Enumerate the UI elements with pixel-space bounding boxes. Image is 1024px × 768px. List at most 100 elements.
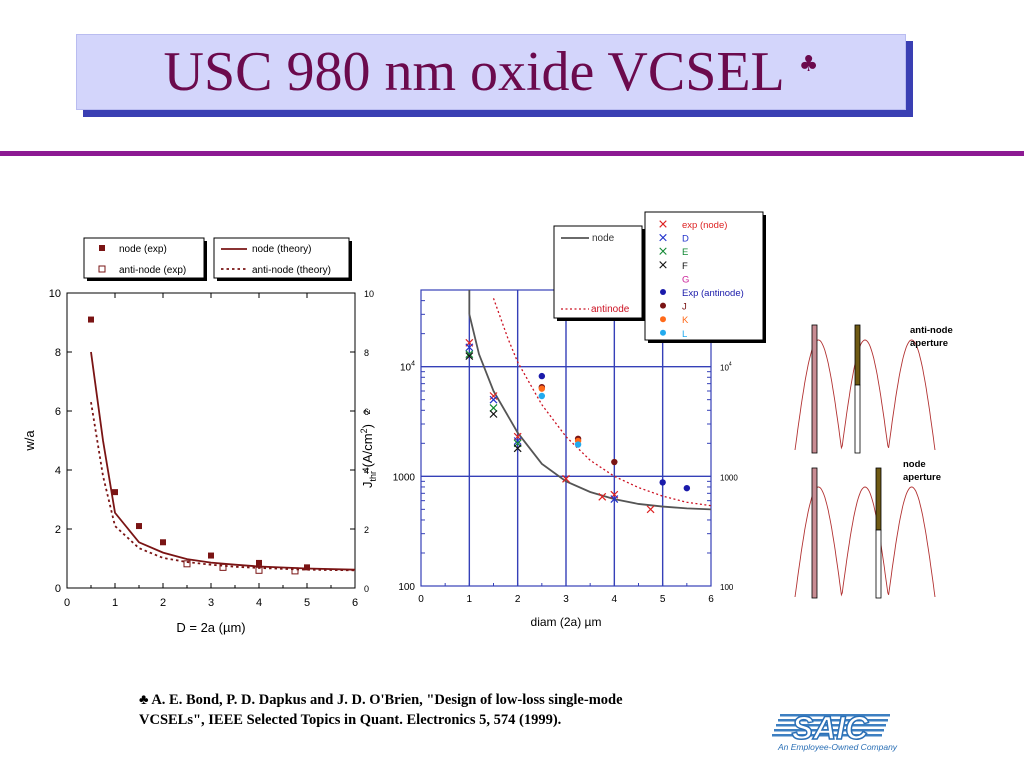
- x-tick-label: 1: [112, 597, 118, 609]
- footnote-mark: ♣: [798, 51, 819, 77]
- chart-wa-vs-diameter: 0 1 2 3 4 5 60 02 24 46 68 810 10D = 2a (µm)w/anode …: [22, 237, 374, 635]
- x-tick-label: 3: [208, 597, 214, 609]
- side-label: 4: [361, 467, 371, 472]
- legend-marker-antinode-exp: [98, 265, 106, 273]
- series-line-node-theory: [90, 351, 356, 571]
- data-point-exp-antinode: [538, 372, 546, 380]
- label-node-aperture: aperture: [903, 472, 941, 483]
- y-tick-label: 100: [398, 582, 415, 593]
- legend-label: anti-node (exp): [119, 265, 186, 276]
- x-tick-label: 5: [660, 594, 666, 605]
- data-point-exp-node: [489, 392, 498, 400]
- legend-label-j: J: [682, 302, 687, 313]
- legend-marker: [660, 289, 666, 295]
- data-point-e: [489, 404, 498, 412]
- label-antinode: anti-node: [910, 325, 953, 336]
- y-tick-label-right: 100: [720, 583, 734, 592]
- x-tick-label: 4: [256, 597, 262, 609]
- title-box: USC 980 nm oxide VCSEL ♣: [76, 34, 906, 110]
- legend-label-exp-node: exp (node): [682, 220, 727, 231]
- oxide-aperture-bottom: [875, 467, 882, 531]
- legend-label: node (exp): [119, 244, 167, 255]
- plot-frame: [66, 292, 356, 589]
- y-tick-label-right: 104: [720, 362, 732, 373]
- series-line-antinode: [492, 298, 712, 507]
- label-antinode-aperture: aperture: [910, 338, 948, 349]
- y-tick-label: 8: [55, 347, 61, 359]
- saic-logo-tagline: An Employee-Owned Company: [777, 742, 898, 752]
- y-tick-label: 4: [55, 465, 61, 477]
- data-point-anti-node-exp: [183, 560, 191, 568]
- title-divider: [0, 151, 1024, 156]
- x-tick-label: 1: [467, 594, 473, 605]
- data-point-f: [489, 410, 498, 418]
- data-point-node-exp: [136, 523, 142, 530]
- data-point-node-exp: [304, 564, 310, 571]
- data-point-exp-antinode: [683, 484, 691, 492]
- data-point-l: [574, 441, 582, 448]
- legend-label-g: G: [682, 274, 689, 285]
- legend-label: node (theory): [252, 244, 311, 255]
- legend-marker: [659, 233, 667, 242]
- x-tick-label: 0: [64, 597, 70, 609]
- y-axis-label: Jthr (A/cm2): [359, 424, 378, 488]
- legend-marker: [660, 302, 666, 309]
- data-point-l: [538, 392, 546, 400]
- legend-label-l: L: [682, 329, 687, 340]
- x-tick-label: 0: [418, 594, 424, 605]
- legend-label-f: F: [682, 261, 688, 272]
- aperture-opening-top: [854, 384, 861, 454]
- y-tick-label: 0: [55, 583, 61, 595]
- citation: ♣ A. E. Bond, P. D. Dapkus and J. D. O'B…: [139, 690, 759, 730]
- standing-wave-bottom: [794, 486, 936, 598]
- citation-line-2: VCSELs", IEEE Selected Topics in Quant. …: [139, 712, 562, 728]
- y-tick-label-right: 1000: [720, 473, 738, 482]
- y-tick-label: 104: [400, 361, 415, 374]
- aperture-opening-bottom: [875, 529, 882, 599]
- legend-lines: [553, 225, 643, 319]
- oxide-aperture-top: [854, 324, 861, 386]
- legend-label: antinode: [591, 304, 630, 315]
- x-axis-label: diam (2a) µm: [531, 615, 602, 629]
- data-point-exp-node: [646, 505, 655, 514]
- y-tick-label-right: 10: [364, 289, 374, 299]
- y-tick-label: 6: [55, 406, 61, 418]
- x-tick-label: 2: [515, 594, 521, 605]
- legend-label-e: E: [682, 247, 688, 258]
- mirror-bar-bottom: [811, 467, 818, 599]
- aperture-diagram: anti-node aperture node aperture: [794, 324, 953, 599]
- legend-marker: [659, 247, 667, 255]
- legend-marker: [659, 220, 667, 228]
- y-tick-label: 10: [49, 288, 61, 300]
- y-tick-label-right: 8: [364, 348, 369, 358]
- legend-label-d: D: [682, 234, 689, 245]
- data-point-node-exp: [112, 489, 118, 496]
- legend-label: node: [592, 233, 615, 244]
- legend-label-k: K: [682, 315, 689, 326]
- mirror-bar-top: [811, 324, 818, 454]
- data-point-d: [465, 343, 474, 352]
- y-tick-label-right: 6: [364, 407, 369, 417]
- y-tick-label-right: 4: [364, 466, 369, 476]
- label-node: node: [903, 459, 926, 470]
- data-point-node-exp: [160, 539, 166, 546]
- series-line-anti-node-theory: [90, 402, 356, 572]
- y-tick-label-right: 0: [364, 584, 369, 594]
- legend-label-exp-antinode: Exp (antinode): [682, 288, 744, 299]
- data-point-exp-node: [598, 492, 607, 501]
- data-point-node-exp: [256, 559, 262, 566]
- data-point-exp-antinode: [659, 479, 666, 486]
- saic-logo-lines: [772, 714, 890, 737]
- x-tick-label: 3: [563, 594, 569, 605]
- data-point-d: [610, 495, 619, 504]
- y-axis-label: w/a: [22, 430, 37, 452]
- x-tick-label: 4: [612, 594, 618, 605]
- x-tick-label: 6: [352, 597, 358, 609]
- x-tick-label: 2: [160, 597, 166, 609]
- slide-title: USC 980 nm oxide VCSEL: [163, 41, 785, 103]
- saic-logo: SAIC An Employee-Owned Company: [772, 709, 898, 752]
- legend-theory: [213, 237, 350, 279]
- data-point-d: [513, 437, 522, 445]
- data-point-exp-node: [562, 474, 570, 483]
- y-tick-label: 2: [55, 524, 61, 536]
